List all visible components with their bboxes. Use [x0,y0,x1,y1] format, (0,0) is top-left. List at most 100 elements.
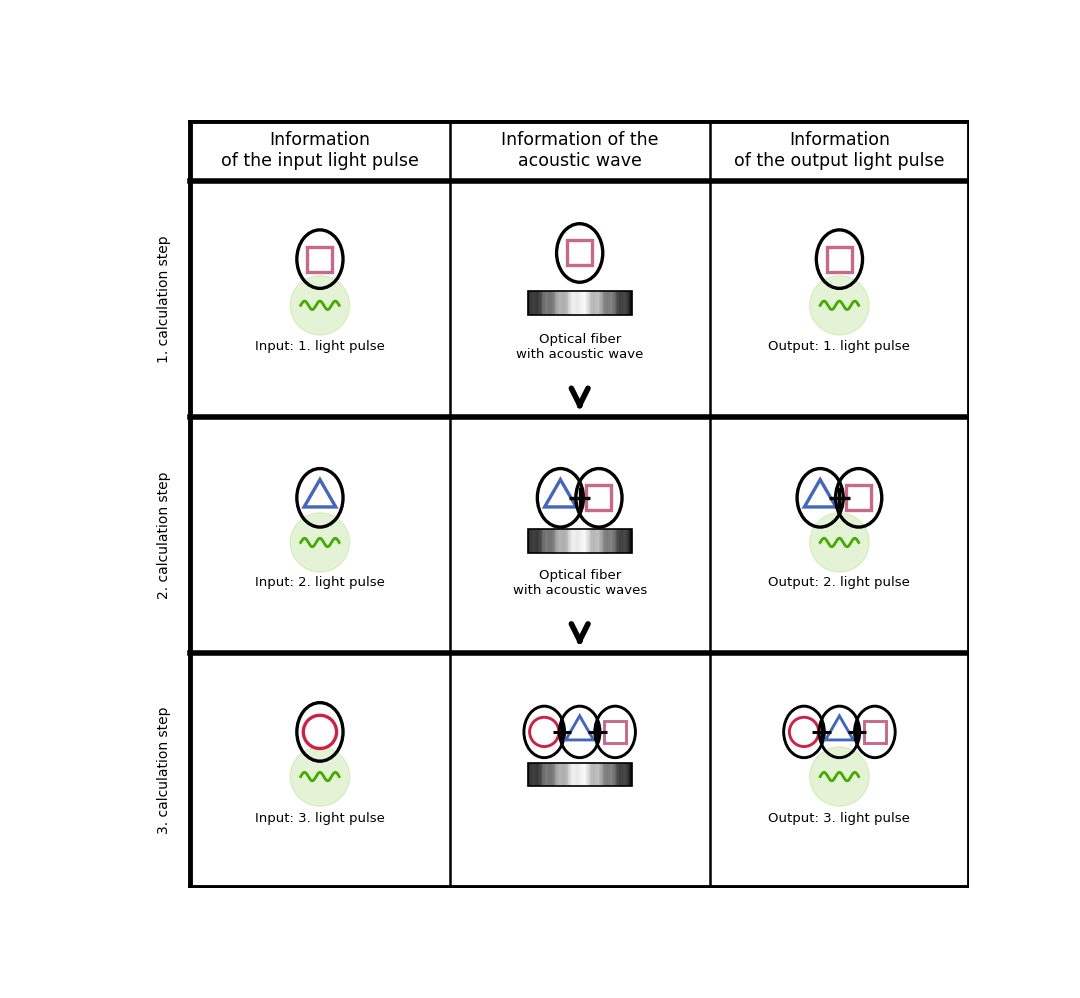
Ellipse shape [291,275,350,335]
Bar [627,291,630,314]
Bar [567,291,568,314]
Bar [558,291,561,314]
Bar [608,291,610,314]
Bar [561,762,562,785]
Bar [570,529,572,553]
Bar [563,529,565,553]
Bar [567,241,592,265]
Bar [568,291,569,314]
Bar [532,291,535,314]
Bar [620,291,622,314]
Bar [555,762,556,785]
Bar [613,291,616,314]
Bar [531,762,534,785]
Bar [592,762,593,785]
Bar [529,762,530,785]
Bar [599,529,600,553]
Bar [612,291,613,314]
Bar [556,762,558,785]
Bar [539,529,541,553]
Bar [594,291,596,314]
Bar [548,291,549,314]
Bar [619,762,620,785]
Bar [551,529,553,553]
Bar [598,529,599,553]
Bar [626,291,629,314]
Bar [616,529,618,553]
Bar [528,529,632,553]
Bar [605,762,606,785]
Bar [582,762,584,785]
Bar [585,529,586,553]
Bar [542,529,543,553]
Bar [557,529,559,553]
Bar [539,291,541,314]
Bar [573,529,575,553]
Bar [572,529,573,553]
Text: Input: 1. light pulse: Input: 1. light pulse [255,340,384,353]
Bar [608,529,610,553]
Bar [538,762,540,785]
Bar [607,762,609,785]
Bar [581,762,583,785]
Bar [549,291,550,314]
Bar [538,529,540,553]
Bar [592,529,593,553]
Bar [615,762,617,785]
Bar [604,721,626,743]
Bar [598,762,599,785]
Bar [573,291,575,314]
Bar [545,762,548,785]
Bar [599,762,600,785]
Bar [593,762,594,785]
Bar [537,762,539,785]
Bar [570,291,572,314]
Ellipse shape [810,275,869,335]
Bar [615,291,617,314]
Bar [595,291,597,314]
Text: Information
of the input light pulse: Information of the input light pulse [221,131,419,170]
Bar [847,485,872,510]
Bar [542,291,543,314]
Bar [622,529,624,553]
Bar [588,762,590,785]
Bar [572,762,573,785]
Bar [620,529,622,553]
Bar [582,291,584,314]
Bar [554,291,555,314]
Bar [532,529,535,553]
Bar [603,529,605,553]
Bar [595,762,597,785]
Bar [550,291,552,314]
Bar [568,529,569,553]
Bar [627,762,630,785]
Bar [605,291,606,314]
Bar [562,529,563,553]
Bar [552,529,554,553]
Bar [541,291,542,314]
Bar [583,529,585,553]
Ellipse shape [291,513,350,572]
Bar [581,291,583,314]
Bar [621,529,623,553]
Bar [625,529,626,553]
Text: 2. calculation step: 2. calculation step [157,471,171,599]
Bar [615,529,617,553]
Bar [558,529,561,553]
Bar [605,529,606,553]
Bar [629,762,631,785]
Bar [596,529,598,553]
Bar [562,762,563,785]
Bar [530,762,532,785]
Bar [588,291,590,314]
Bar [580,529,581,553]
Bar [535,291,536,314]
Bar [582,529,584,553]
Bar [537,529,539,553]
Bar [611,762,612,785]
Bar [576,291,578,314]
Bar [579,762,580,785]
Bar [543,291,545,314]
Bar [593,529,594,553]
Bar [607,291,609,314]
